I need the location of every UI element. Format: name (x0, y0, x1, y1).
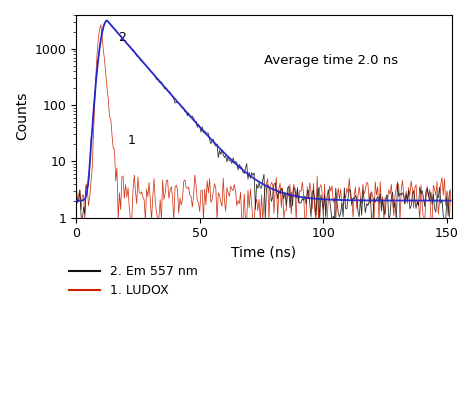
X-axis label: Time (ns): Time (ns) (231, 246, 297, 260)
Text: 2: 2 (118, 31, 126, 44)
Text: Average time 2.0 ns: Average time 2.0 ns (264, 54, 398, 67)
Y-axis label: Counts: Counts (15, 92, 29, 141)
Text: 1: 1 (128, 134, 136, 147)
Legend: 2. Em 557 nm, 1. LUDOX: 2. Em 557 nm, 1. LUDOX (64, 260, 203, 303)
